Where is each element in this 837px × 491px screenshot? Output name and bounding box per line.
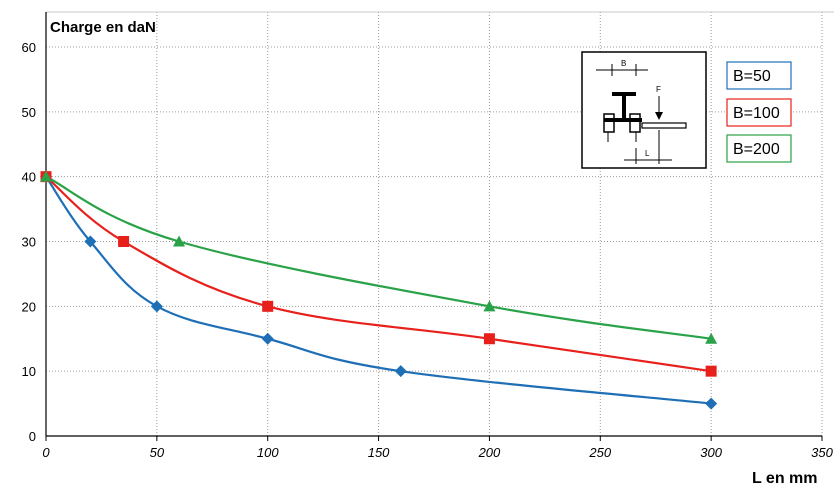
- x-tick-label: 0: [42, 445, 50, 460]
- axes: [45, 11, 834, 441]
- legend-box-b100: [726, 98, 792, 127]
- tick-labels: 0 10 20 30 40 50 60 0 50 100 150 200 250 300 350: [22, 40, 834, 460]
- chart-title: Charge en daN: [50, 19, 156, 36]
- diagram-frame: [581, 51, 707, 169]
- data-point-b200: [40, 170, 52, 182]
- legend-box-b200: [726, 134, 792, 163]
- beam-web: [622, 96, 626, 118]
- beam-top-flange: [612, 92, 636, 96]
- beam-bottom-flange: [604, 118, 642, 122]
- diagram-label-b: B: [621, 59, 626, 68]
- legend-box-b50: [726, 61, 792, 90]
- legend-label-b50: B=50: [733, 68, 771, 85]
- x-tick-label: 100: [257, 445, 279, 460]
- y-tick-label: 30: [22, 235, 36, 250]
- data-point-b100: [262, 300, 274, 312]
- y-tick-label: 10: [22, 364, 36, 379]
- y-tick-label: 20: [22, 299, 36, 314]
- data-point-b100: [118, 236, 130, 247]
- x-axis-label: L en mm: [752, 470, 818, 487]
- x-tick-label: 300: [700, 445, 722, 460]
- data-point-b100: [705, 365, 717, 377]
- series-line-b200: [45, 175, 712, 340]
- legend-label-b200: B=200: [733, 141, 780, 158]
- force-arrow-head: [655, 112, 663, 120]
- x-tick-label: 150: [368, 445, 390, 460]
- data-point-b100: [483, 333, 495, 345]
- beam-diagram: B F L: [581, 51, 707, 169]
- y-tick-label: 60: [22, 40, 36, 55]
- data-point-b50: [394, 365, 407, 378]
- data-point-b50: [150, 300, 163, 313]
- x-tick-label: 50: [150, 445, 165, 460]
- data-point-b50: [84, 235, 97, 248]
- x-tick-label: 250: [588, 445, 611, 460]
- clamp-right: [629, 113, 641, 133]
- diagram-label-f: F: [656, 85, 661, 94]
- load-bar: [641, 122, 687, 129]
- series-markers: [40, 170, 718, 410]
- data-point-b200: [173, 235, 186, 247]
- y-tick-label: 0: [29, 429, 36, 444]
- data-point-b50: [261, 332, 274, 345]
- legend-item-b50: B=50: [726, 61, 792, 90]
- series-line-b100: [45, 175, 712, 373]
- y-tick-label: 50: [22, 105, 36, 120]
- clamp-left: [603, 113, 615, 133]
- data-point-b200: [705, 332, 718, 344]
- y-tick-label: 40: [22, 170, 36, 185]
- data-point-b50: [705, 397, 718, 410]
- data-point-b200: [483, 300, 496, 312]
- legend: B=50 B=100 B=200: [726, 61, 792, 163]
- diagram-label-l: L: [645, 149, 650, 158]
- x-tick-label: 350: [811, 445, 833, 460]
- legend-label-b100: B=100: [733, 105, 780, 122]
- x-tick-label: 200: [478, 445, 501, 460]
- legend-item-b200: B=200: [726, 134, 792, 163]
- legend-item-b100: B=100: [726, 98, 792, 127]
